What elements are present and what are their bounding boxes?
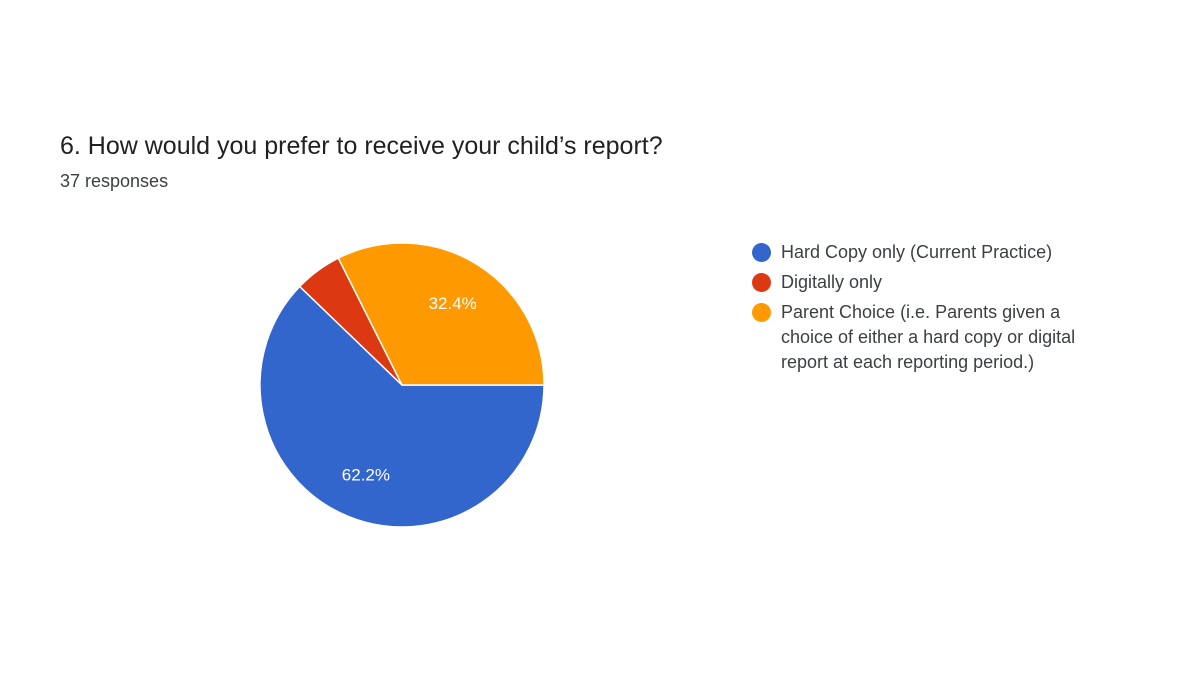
response-count: 37 responses xyxy=(60,171,169,191)
legend-item-hard-copy[interactable]: Hard Copy only (Current Practice) xyxy=(752,240,1112,265)
legend-item-digitally[interactable]: Digitally only xyxy=(752,270,1112,295)
legend-label-hard-copy: Hard Copy only (Current Practice) xyxy=(781,242,1053,262)
legend-label-digitally: Digitally only xyxy=(781,272,883,292)
chart-legend: Hard Copy only (Current Practice) Digita… xyxy=(752,240,1112,380)
pie-slice-parent-choice[interactable] xyxy=(337,242,545,386)
legend-swatch-digitally xyxy=(752,273,771,292)
legend-swatch-parent-choice xyxy=(752,303,771,322)
legend-swatch-hard-copy xyxy=(752,243,771,262)
pie-slice-hard-copy-label: 62.2% xyxy=(342,466,390,485)
legend-item-parent-choice[interactable]: Parent Choice (i.e. Parents given a choi… xyxy=(752,300,1112,375)
question-title: 6. How would you prefer to receive your … xyxy=(60,132,663,160)
legend-label-parent-choice: Parent Choice (i.e. Parents given a choi… xyxy=(781,302,1076,372)
pie-slice-hard-copy[interactable] xyxy=(259,285,545,528)
pie-slice-parent-choice-label: 32.4% xyxy=(429,294,477,313)
